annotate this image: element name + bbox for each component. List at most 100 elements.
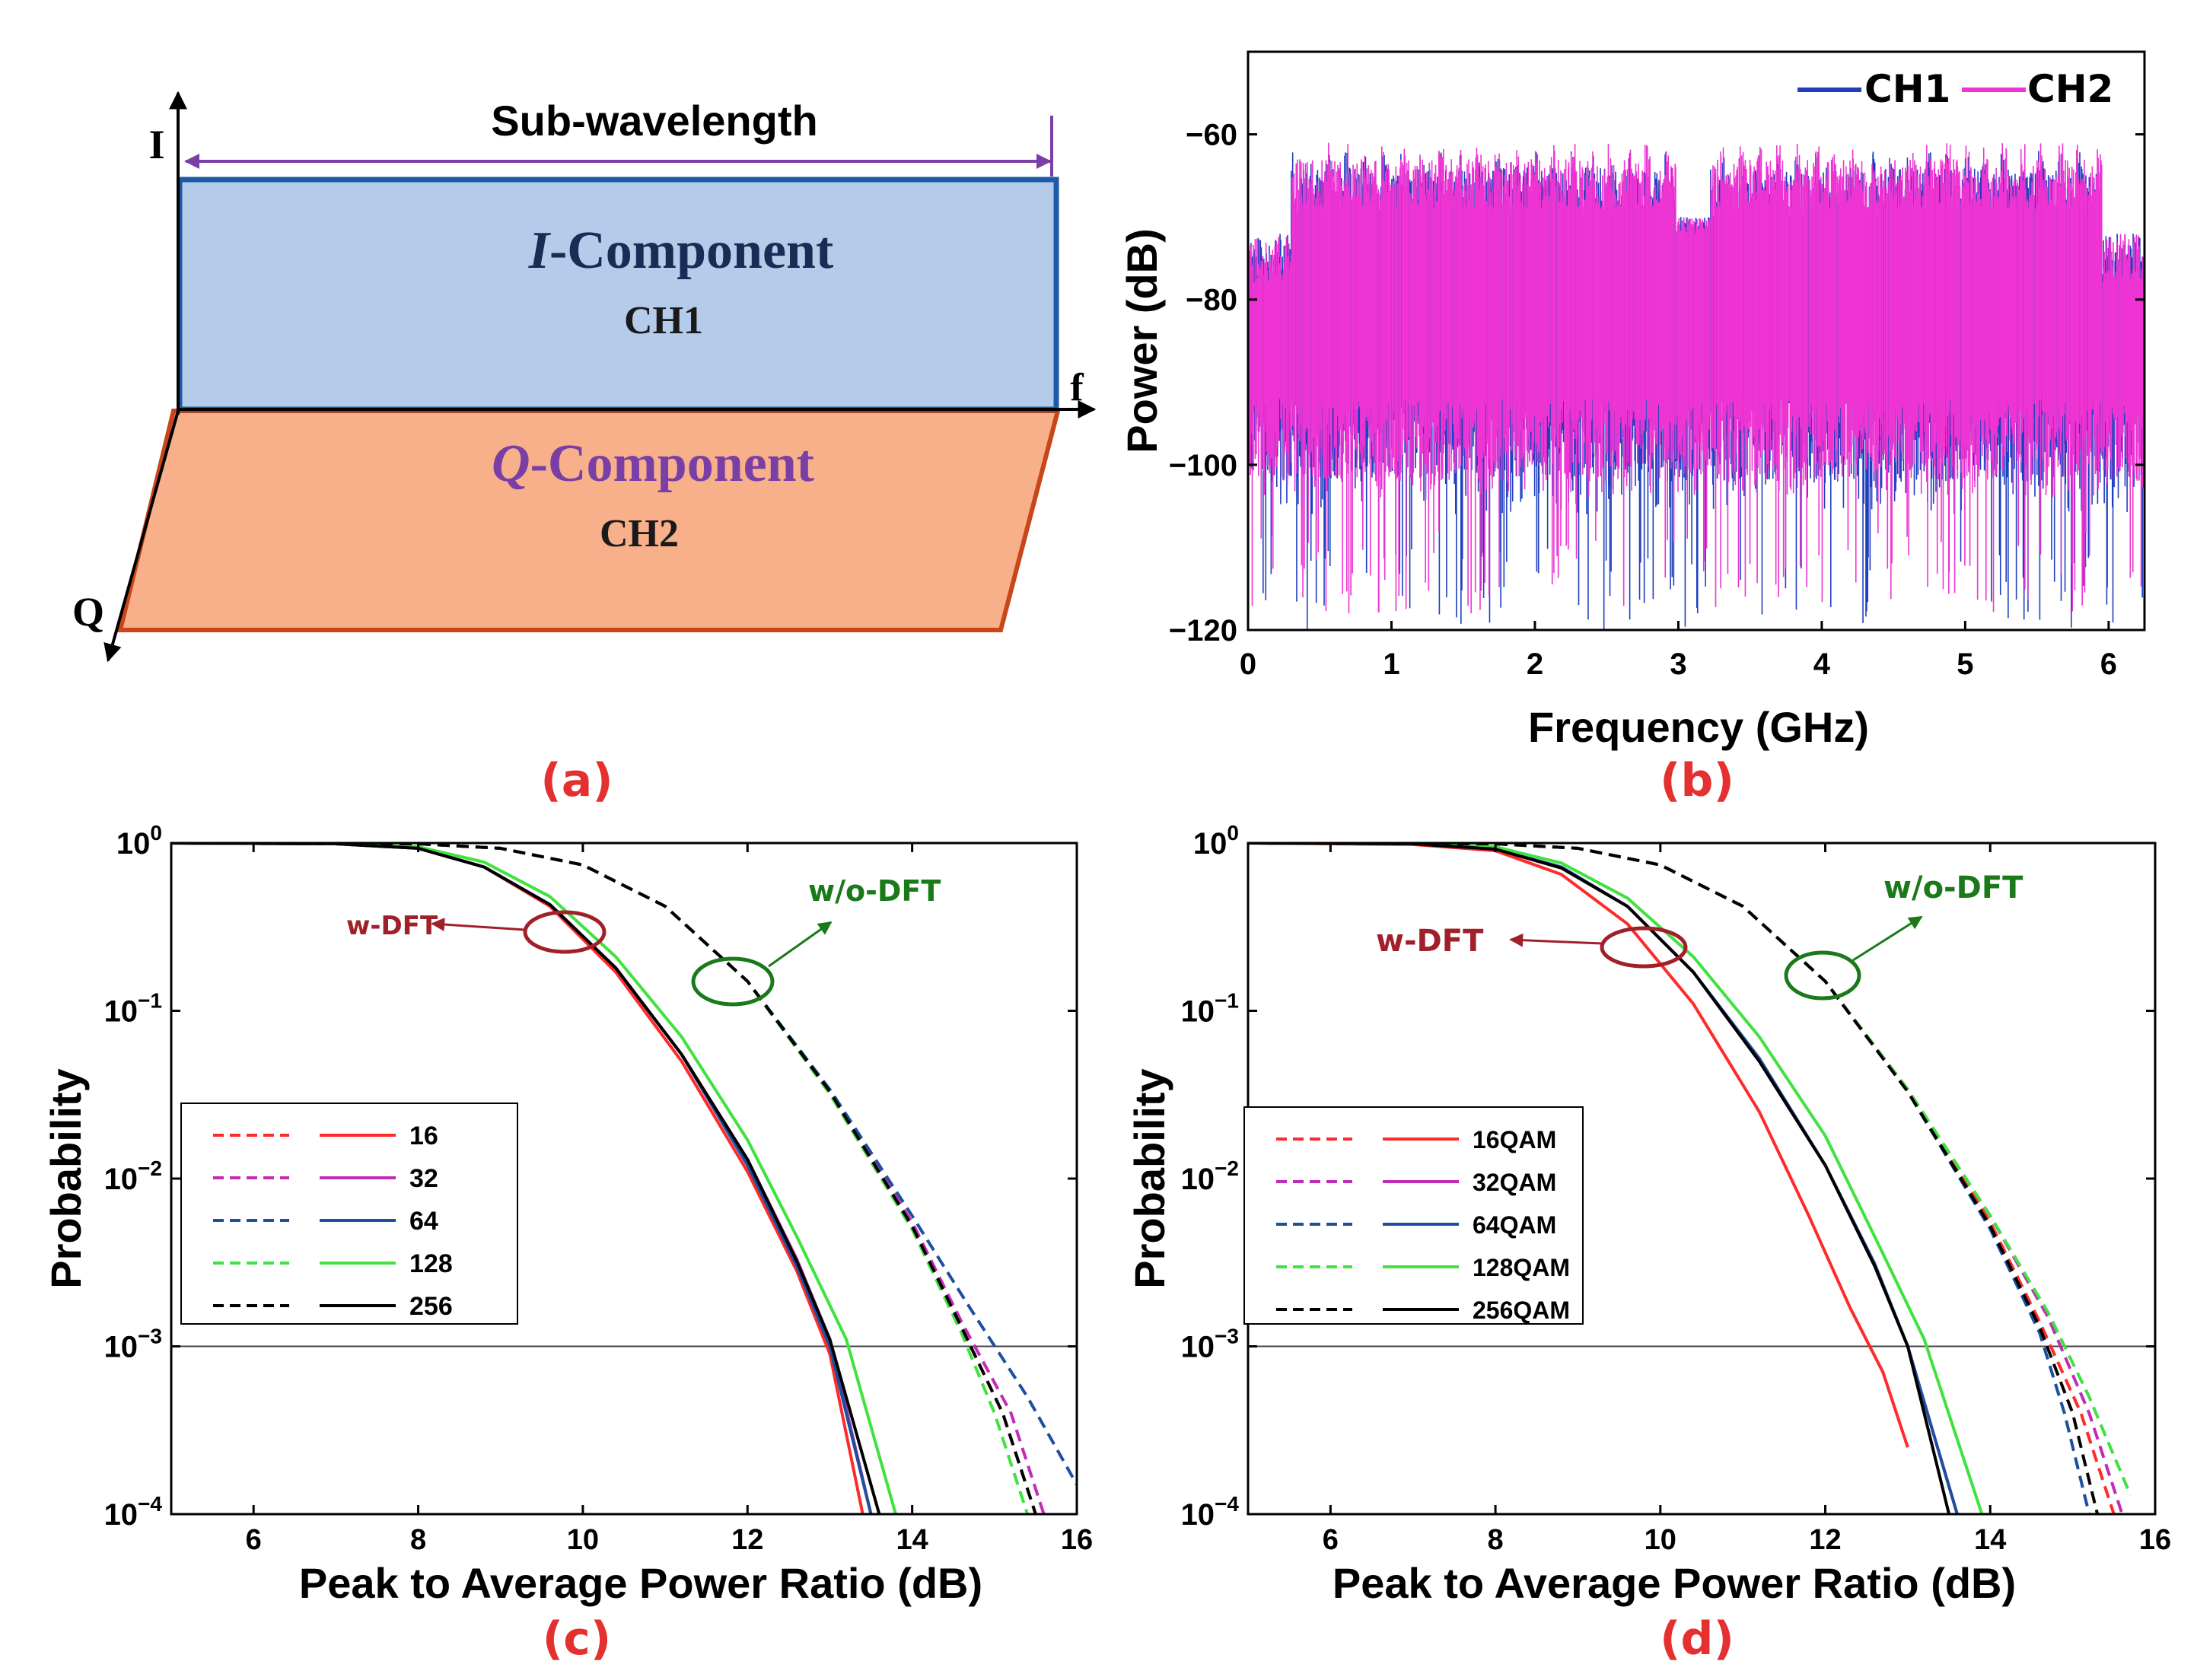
chart-c-ytick-label: 10−4 [104,1492,163,1532]
chart-d-legend-label: 128QAM [1473,1254,1570,1281]
q-axis-arrow [103,410,180,663]
i-component-block [177,177,1059,412]
chart-c-xtick-label: 12 [731,1524,763,1556]
chart-c-ytick-exponent: −2 [138,1157,162,1180]
panel-c-label: (c) [543,1612,611,1666]
chart-d-xtick-label: 16 [2139,1524,2171,1556]
chart-b-xtick-label: 3 [1670,648,1686,681]
i-component-title: I-Component [528,221,834,280]
chart-d-ytick-exponent: −1 [1215,989,1239,1013]
chart-c-xtick-label: 16 [1061,1524,1093,1556]
chart-c-ytick-base: 10 [104,1163,139,1196]
chart-c-ytick-base: 10 [104,1331,139,1364]
legend-ch2-label: CH2 [2027,67,2113,111]
chart-d-legend-label: 16QAM [1473,1126,1556,1153]
chart-c-ytick-label: 100 [116,821,162,861]
chart-c-legend-box [180,1102,518,1325]
q-component-rest: -Component [530,434,814,493]
chart-c-w-dft-label: w-DFT [346,911,438,941]
chart-d-legend-box [1243,1106,1584,1325]
chart-c-ylabel: Probability [42,1068,90,1288]
i-component-rest: -Component [549,221,833,280]
chart-c-xtick-label: 8 [410,1524,426,1556]
panel-a-label: (a) [540,754,613,807]
q-component-channel: CH2 [600,512,679,555]
chart-d-series [1248,843,2132,1514]
chart-d-w-dft-ellipse [1600,926,1688,969]
chart-d-w-dft-label: w-DFT [1376,924,1484,959]
panel-b-label: (b) [1660,754,1734,807]
chart-c-w-dft-ellipse [523,910,607,954]
chart-c-xtick-label: 10 [567,1524,599,1556]
chart-d-ytick-label: 10−1 [1181,989,1239,1029]
chart-d-wo-dft-arrow [1852,915,1923,962]
chart-c-ytick-base: 10 [104,995,139,1029]
chart-c-xtick-label: 14 [896,1524,928,1556]
chart-c-ytick-exponent: 0 [150,821,162,845]
chart-c-ytick-base: 10 [104,1498,139,1532]
chart-b-xtick-label: 2 [1527,648,1543,681]
chart-b-ytick-label: −80 [1186,284,1237,317]
chart-d-legend: 16QAM 32QAM 64QAM 128QAM 256QAM [1243,1106,1584,1325]
chart-c-wo-dft-ellipse [691,956,775,1007]
chart-c-xtick-label: 6 [246,1524,262,1556]
chart-c-xlabel: Peak to Average Power Ratio (dB) [299,1559,982,1607]
chart-b-ytick-label: −60 [1186,119,1237,152]
i-component-channel: CH1 [624,299,703,342]
chart-c-ytick-exponent: −3 [138,1325,162,1348]
chart-b-ytick-label: −100 [1169,449,1237,482]
chart-d-series-256qam-w-dft [1248,843,1951,1514]
chart-d-legend-label: 256QAM [1473,1297,1570,1324]
chart-d-xtick-label: 12 [1809,1524,1841,1556]
chart-c-wo-dft-label: w/o-DFT [808,874,941,908]
chart-d-legend-label: 64QAM [1473,1211,1556,1239]
chart-d-ylabel: Probability [1126,1068,1173,1288]
chart-c-legend-label: 16 [409,1122,438,1150]
chart-d-ytick-base: 10 [1181,1163,1215,1196]
sub-wavelength-label: Sub-wavelength [491,97,817,145]
chart-d-w-dft-arrow [1509,933,1603,947]
chart-c-ytick-exponent: −4 [138,1492,162,1516]
chart-c-series-256-w-dft [171,843,881,1514]
chart-c-ytick-exponent: −1 [138,989,162,1013]
q-component-italic: Q [492,434,530,493]
chart-b-xtick-label: 1 [1383,648,1399,681]
chart-c-ytick-label: 10−2 [104,1157,162,1196]
chart-d-legend-label: 32QAM [1473,1169,1556,1196]
chart-b-ytick-label: −120 [1169,614,1237,648]
chart-d-xlabel: Peak to Average Power Ratio (dB) [1333,1559,2016,1607]
panel-b-spectrum-chart: 0 1 2 3 4 5 6 −60 −80 −100 −120 CH1 CH2 Power (dB)… [1118,50,2146,807]
chart-c-series-256-wo-dft [171,843,1037,1514]
chart-d-xtick-label: 10 [1645,1524,1676,1556]
chart-d-xtick-label: 6 [1323,1524,1339,1556]
chart-d-ytick-base: 10 [1193,827,1227,861]
chart-b-ylabel: Power (dB) [1118,228,1166,453]
panel-d-label: (d) [1660,1612,1734,1666]
f-axis-label: f [1070,366,1084,409]
chart-d-wo-dft-label: w/o-DFT [1883,870,2023,905]
chart-b-legend: CH1 CH2 [1797,67,2113,111]
chart-b-frame [1247,50,2146,632]
chart-c-legend-label: 32 [409,1164,438,1193]
chart-b-spectrum-bars [1248,142,2144,630]
chart-d-ytick-base: 10 [1181,995,1215,1029]
chart-c-series [171,843,1077,1514]
q-component-title: Q-Component [492,434,814,493]
chart-b-xtick-label: 4 [1813,648,1831,681]
chart-d-xtick-label: 8 [1488,1524,1504,1556]
chart-d-series-256qam-wo-dft [1248,843,2100,1514]
panel-a-iq-diagram: I f Q Sub-wavelength I-Component CH1 Q-C… [72,91,1097,807]
chart-b-ticks: 0 1 2 3 4 5 6 −60 −80 −100 −120 [1169,119,2144,681]
chart-d-ytick-exponent: −3 [1215,1325,1239,1348]
chart-d-series-128qam-w-dft [1248,843,1984,1514]
chart-d-ytick-label: 100 [1193,821,1239,861]
chart-d-ytick-label: 10−3 [1181,1325,1239,1364]
chart-c-legend-label: 64 [409,1207,438,1236]
chart-c-ytick-base: 10 [116,827,151,861]
chart-c-ytick-label: 10−3 [104,1325,162,1364]
